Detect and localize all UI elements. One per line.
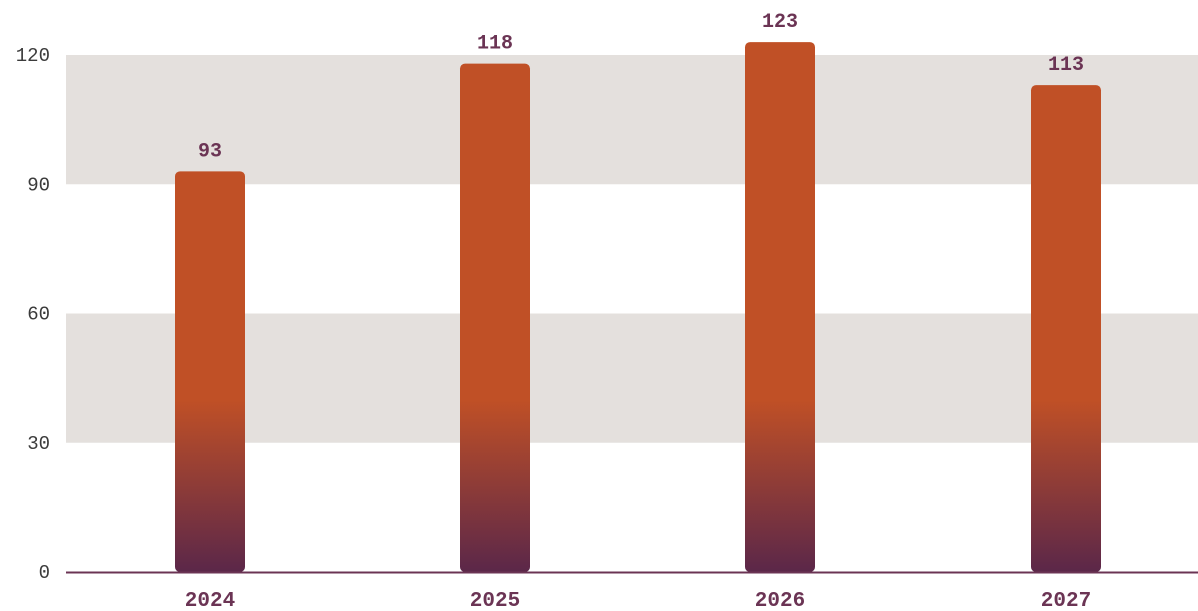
value-labels: 93 118 123 113 xyxy=(198,11,1084,163)
bar-2027 xyxy=(1031,85,1101,573)
y-axis: 0 30 60 90 120 xyxy=(16,45,50,584)
grid-band xyxy=(66,55,1198,185)
x-tick-label-2027: 2027 xyxy=(1041,590,1091,611)
value-label-2026: 123 xyxy=(762,11,798,34)
grid-band xyxy=(66,313,1198,443)
x-axis: 2024 2025 2026 2027 xyxy=(185,590,1091,611)
bar-2025 xyxy=(460,63,530,572)
grid-bands xyxy=(66,55,1198,443)
bar-2024 xyxy=(175,171,245,572)
value-label-2025: 118 xyxy=(477,33,513,56)
value-label-2024: 93 xyxy=(198,140,222,163)
y-tick-label: 60 xyxy=(27,304,50,326)
y-tick-label: 30 xyxy=(27,433,50,455)
y-tick-label: 90 xyxy=(27,174,50,196)
y-tick-label: 0 xyxy=(39,562,50,584)
y-tick-label: 120 xyxy=(16,45,50,67)
x-tick-label-2024: 2024 xyxy=(185,590,235,611)
x-tick-label-2026: 2026 xyxy=(755,590,805,611)
bar-2026 xyxy=(745,42,815,572)
value-label-2027: 113 xyxy=(1048,54,1084,77)
bars xyxy=(175,42,1101,573)
x-tick-label-2025: 2025 xyxy=(470,590,520,611)
